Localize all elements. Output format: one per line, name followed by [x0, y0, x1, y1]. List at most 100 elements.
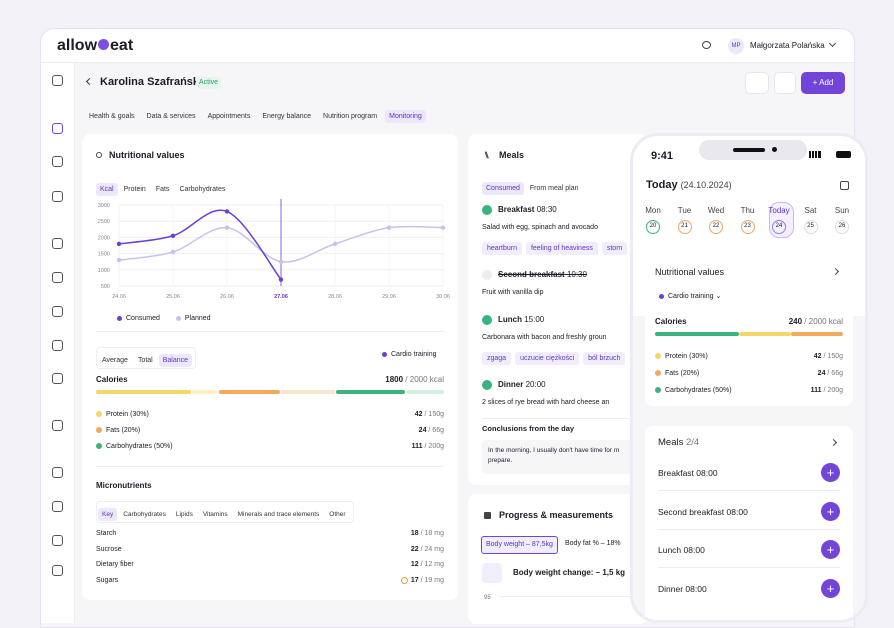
nav-icon[interactable]	[52, 191, 63, 202]
chevron[interactable]	[831, 267, 840, 276]
training[interactable]: Cardio training	[382, 350, 437, 360]
macro-row: Fats (20%)	[96, 426, 140, 436]
nav-icon[interactable]	[52, 238, 63, 249]
nav-icon[interactable]	[52, 565, 63, 576]
filter[interactable]: Carbohydrates	[179, 186, 226, 193]
dot	[655, 353, 661, 360]
point	[332, 241, 338, 247]
add-meal[interactable]: +	[821, 540, 840, 560]
day-name[interactable]: Thu	[740, 206, 755, 215]
legend-label: Planned	[184, 315, 211, 322]
bar	[655, 332, 739, 336]
target: / 2000 kcal	[405, 375, 444, 384]
filter[interactable]: Protein	[123, 186, 146, 193]
day-num[interactable]: 26	[835, 220, 849, 234]
micro-value: 12 / 12 mg	[411, 560, 444, 570]
tag: heartburn	[482, 242, 522, 255]
chat-button[interactable]	[745, 72, 769, 94]
nav-icon[interactable]	[52, 156, 63, 167]
calendar-icon[interactable]	[840, 181, 849, 190]
icon	[96, 152, 102, 158]
day-name[interactable]: Sun	[834, 206, 850, 215]
micro-tab[interactable]: Other	[329, 511, 346, 518]
day-name[interactable]: Today	[768, 206, 790, 215]
nav-icon[interactable]	[52, 535, 63, 546]
training[interactable]: Cardio training ⌄	[659, 292, 721, 302]
meal-desc: Fruit with vanilla dip	[482, 289, 544, 296]
meal-tab[interactable]: Consumed	[482, 182, 524, 195]
day-num[interactable]: 23	[740, 220, 755, 234]
meal-time: 08:00	[683, 545, 705, 556]
micro-tab[interactable]: Carbohydrates	[123, 511, 166, 518]
view[interactable]: Balance	[158, 354, 193, 367]
nav-icon[interactable]	[52, 340, 63, 351]
filter[interactable]: Kcal	[96, 183, 118, 196]
nav-icon[interactable]	[52, 420, 63, 431]
tag: ból brzuch	[583, 352, 626, 365]
nav-icon[interactable]	[52, 123, 63, 134]
meal-name: Second breakfast	[658, 506, 725, 517]
view[interactable]: Total	[137, 357, 153, 364]
tab[interactable]: Data & services	[146, 113, 196, 120]
chat-icon[interactable]	[702, 41, 711, 49]
day-num[interactable]: 20	[646, 220, 660, 234]
add-meal[interactable]: +	[821, 579, 840, 599]
day-num[interactable]: 25	[803, 220, 818, 234]
day-name[interactable]: Mon	[645, 206, 661, 215]
phone: 9:41 Today (24.10.2024) Nutritional valu…	[630, 133, 868, 623]
status-badge: Active	[196, 77, 222, 89]
add-meal[interactable]: +	[821, 463, 840, 482]
micro-name: Dietary fiber	[96, 561, 134, 569]
tab[interactable]: Nutrition program	[323, 113, 378, 120]
nav-icon[interactable]	[52, 373, 63, 384]
dot	[96, 411, 102, 418]
target: / 150g	[823, 353, 843, 360]
tab[interactable]: Health & goals	[89, 113, 135, 120]
macro-row: Carbohydrates (50%)	[96, 442, 173, 452]
meal-tabs: Consumed From meal plan	[482, 177, 585, 195]
calories-value: 1800 / 2000 kcal	[385, 375, 444, 385]
phone-nutrition-card: Nutritional values Cardio training ⌄ Cal…	[645, 254, 853, 406]
micro-tab[interactable]: Minerals and trace elements	[237, 511, 320, 518]
value: 24	[418, 427, 427, 434]
day-num[interactable]: 22	[709, 220, 723, 234]
nav-icon[interactable]	[52, 501, 63, 512]
icon: ⑊	[484, 150, 490, 160]
tab[interactable]: Body weight – 87,5kg	[481, 536, 558, 554]
tab[interactable]: Body fat % – 18%	[565, 540, 621, 547]
more-button[interactable]	[774, 72, 796, 94]
tab[interactable]: Appointments	[207, 113, 251, 120]
y-tick-label: 1000	[98, 268, 110, 274]
day-name[interactable]: Tue	[677, 206, 692, 215]
chevron[interactable]	[829, 438, 838, 447]
tab[interactable]: Energy balance	[262, 113, 312, 120]
view[interactable]: Average	[102, 357, 128, 364]
divider	[658, 528, 840, 530]
day-name[interactable]: Wed	[707, 206, 725, 215]
micro-name: Sucrose	[96, 545, 122, 553]
micro-tab[interactable]: Key	[98, 508, 118, 521]
calories-value: 240 / 2000 kcal	[789, 317, 843, 327]
point	[386, 225, 392, 230]
micro-tab[interactable]: Lipids	[175, 511, 193, 518]
day-num[interactable]: 21	[677, 220, 692, 234]
nav-icon[interactable]	[52, 272, 63, 283]
add-meal[interactable]: +	[821, 501, 840, 521]
day-name[interactable]: Sat	[804, 206, 817, 215]
micro-tab[interactable]: Vitamins	[202, 511, 228, 518]
nav-icon[interactable]	[52, 467, 63, 478]
avatar[interactable]: MP	[728, 38, 744, 54]
tab[interactable]: Monitoring	[385, 110, 426, 123]
meal-row: Second breakfast 08:00	[658, 507, 748, 517]
add-button[interactable]: + Add	[801, 72, 845, 94]
bar	[96, 390, 191, 394]
point	[116, 241, 122, 247]
user-name[interactable]: Małgorzata Polańska	[750, 41, 825, 50]
meal-tab[interactable]: From meal plan	[529, 185, 579, 192]
nav-icon[interactable]	[52, 75, 63, 86]
day-num[interactable]: 24	[772, 220, 786, 234]
filter[interactable]: Fats	[155, 186, 170, 193]
target: / 150g	[424, 411, 444, 418]
nav-icon[interactable]	[52, 306, 63, 317]
x-tick-label: 27.06	[274, 294, 288, 300]
